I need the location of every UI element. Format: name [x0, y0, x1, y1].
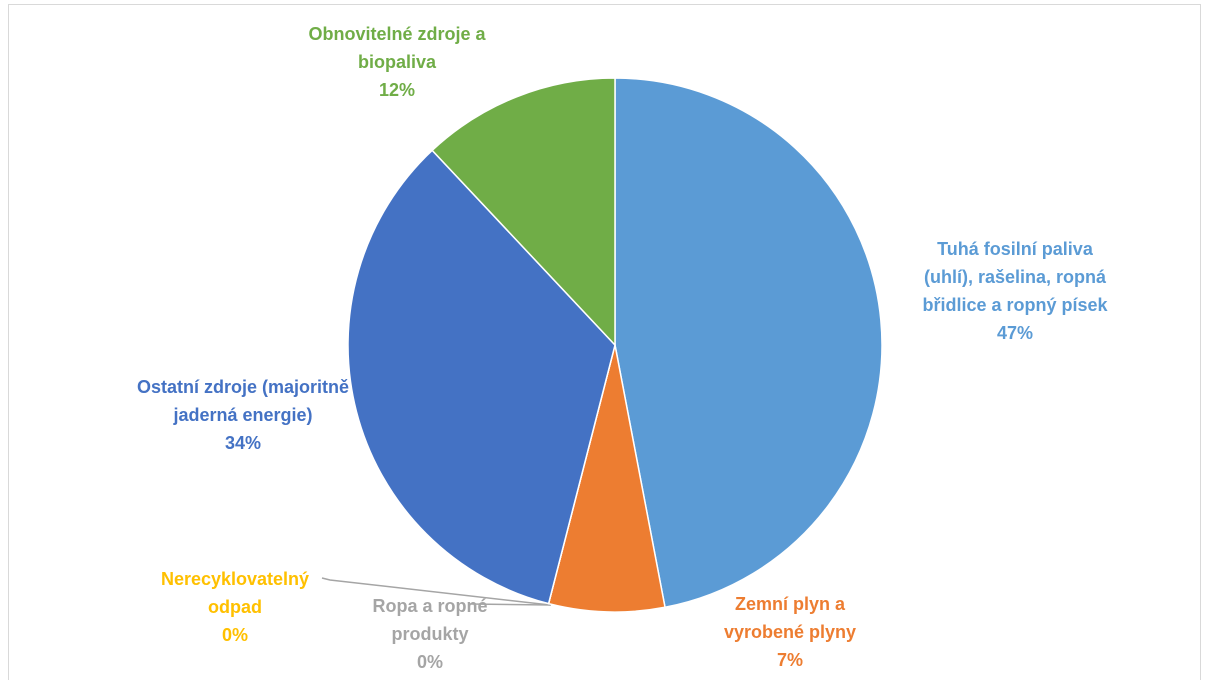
category-label: Ropa a ropné produkty: [372, 596, 488, 644]
value-label: 0%: [416, 652, 443, 672]
value-label: 47%: [996, 323, 1034, 343]
pie-slice: [347, 149, 616, 605]
value-label: 0%: [221, 625, 248, 645]
data-label: Nerecyklovatelný odpad 0%: [143, 565, 328, 649]
data-label: Obnovitelné zdroje a biopaliva 12%: [282, 20, 512, 104]
pie-slice: [431, 77, 616, 347]
pie-slice: [547, 344, 666, 613]
data-label: Zemní plyn a vyrobené plyny 7%: [700, 590, 880, 674]
category-label: Ostatní zdroje (majoritně jaderná energi…: [136, 377, 350, 425]
value-label: 34%: [224, 433, 262, 453]
category-label: Tuhá fosilní paliva (uhlí), rašelina, ro…: [922, 239, 1108, 315]
pie-slice: [614, 77, 883, 609]
data-label: Tuhá fosilní paliva (uhlí), rašelina, ro…: [913, 235, 1118, 347]
leader-line: [321, 577, 551, 606]
category-label: Zemní plyn a vyrobené plyny: [723, 594, 857, 642]
chart-border: [8, 4, 1201, 680]
category-label: Obnovitelné zdroje a biopaliva: [308, 24, 486, 72]
category-label: Nerecyklovatelný odpad: [160, 569, 310, 617]
data-label: Ropa a ropné produkty 0%: [360, 592, 500, 676]
data-label: Ostatní zdroje (majoritně jaderná energi…: [133, 373, 353, 457]
value-label: 12%: [378, 80, 416, 100]
leader-line: [469, 603, 552, 606]
value-label: 7%: [776, 650, 803, 670]
